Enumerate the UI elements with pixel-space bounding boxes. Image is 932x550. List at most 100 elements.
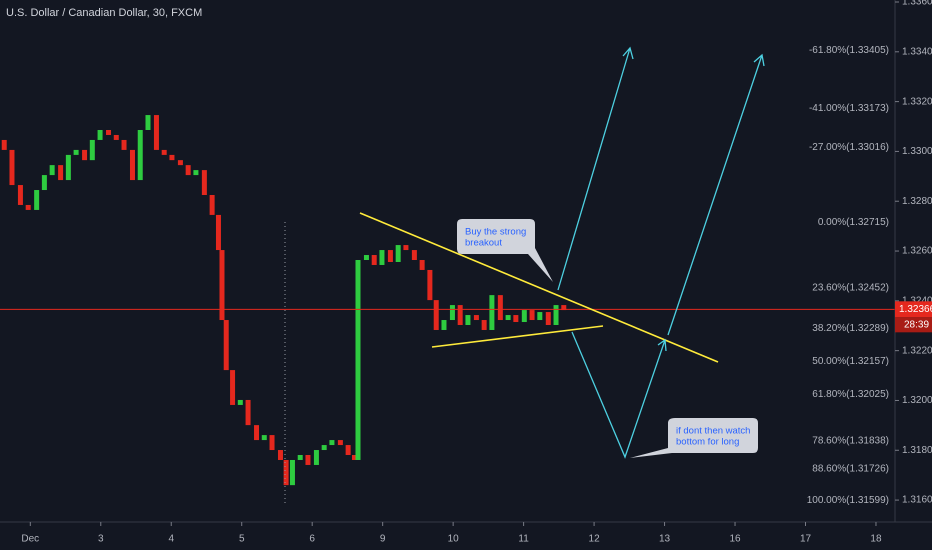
candle-body	[277, 450, 283, 460]
candle-body	[473, 315, 479, 321]
y-tick-label: 1.31600	[902, 495, 932, 506]
candle-body	[371, 255, 377, 265]
y-tick-label: 1.33400	[902, 46, 932, 57]
candle-body	[261, 435, 267, 441]
candle-body	[209, 195, 215, 215]
candle-body	[73, 149, 79, 155]
candle-body	[297, 455, 303, 460]
candle-body	[106, 130, 112, 135]
candle-body	[321, 445, 327, 451]
callout-2: if dont then watch bottom for long	[630, 418, 758, 458]
candle-body	[513, 315, 519, 323]
candle-body	[34, 190, 40, 210]
candle-body	[561, 305, 567, 311]
y-tick-label: 1.32800	[902, 196, 932, 207]
arrow-up-1	[557, 46, 634, 291]
candle-body	[177, 160, 183, 166]
candle-body	[553, 305, 559, 326]
candle-body	[161, 149, 167, 155]
callout-box	[630, 418, 758, 458]
candle-body	[355, 260, 361, 460]
x-tick-label: 17	[800, 534, 812, 545]
candle-body	[537, 312, 543, 321]
fib-level-label: -41.00%(1.33173)	[809, 103, 889, 114]
y-tick-label: 1.32200	[902, 345, 932, 356]
candle-body	[351, 455, 357, 460]
candle-body	[403, 245, 409, 251]
candle-body	[283, 459, 289, 486]
candle-body	[313, 450, 319, 465]
candle-body	[411, 250, 417, 261]
candle-body	[169, 154, 175, 161]
countdown-badge	[895, 317, 932, 333]
candle-body	[230, 370, 236, 405]
candle-body	[41, 175, 47, 191]
candle-body	[529, 310, 535, 321]
price-badge-label: 1.32366	[899, 304, 932, 315]
fib-level-label: 23.60%(1.32452)	[812, 283, 889, 294]
x-tick-label: 5	[239, 534, 245, 545]
y-tick-label: 1.33200	[902, 96, 932, 107]
candle-body	[113, 134, 119, 140]
candle-body	[25, 204, 31, 210]
candle-body	[505, 315, 511, 321]
candle-body	[9, 149, 15, 186]
y-tick-label: 1.32000	[902, 395, 932, 406]
candle-body	[201, 170, 207, 196]
candle-body	[345, 445, 351, 456]
x-tick-label: 4	[168, 534, 174, 545]
y-tick-label: 1.32400	[902, 295, 932, 306]
fib-level-label: 61.80%(1.32025)	[812, 389, 889, 400]
fib-level-label: -61.80%(1.33405)	[809, 45, 889, 56]
fib-level-label: 100.00%(1.31599)	[807, 495, 889, 506]
candle-body	[305, 455, 311, 465]
candle-body	[245, 399, 251, 426]
fib-level-label: 88.60%(1.31726)	[812, 463, 889, 474]
candle-body	[137, 130, 143, 181]
candle-body	[497, 295, 503, 321]
candle-body	[58, 165, 64, 181]
projection-arrows	[557, 46, 765, 459]
candle-body	[223, 320, 229, 371]
candle-body	[215, 214, 221, 251]
candle-body	[269, 435, 275, 451]
x-tick-label: 9	[380, 534, 386, 545]
callout-text: breakout	[465, 238, 502, 249]
candle-body	[521, 310, 527, 323]
candle-body	[219, 250, 225, 321]
y-tick-label: 1.33600	[902, 0, 932, 8]
candle-body	[129, 149, 135, 181]
candle-body	[254, 425, 260, 441]
candle-body	[65, 154, 71, 181]
candle-body	[465, 315, 471, 326]
fib-level-label: 78.60%(1.31838)	[812, 435, 889, 446]
x-tick-label: 11	[518, 534, 529, 545]
candle-body	[237, 399, 243, 405]
candle-body	[145, 115, 151, 131]
fib-level-label: -27.00%(1.33016)	[809, 142, 889, 153]
fib-level-label: 38.20%(1.32289)	[812, 323, 889, 334]
candle-body	[481, 320, 487, 330]
candle-body	[329, 440, 335, 446]
candle-body	[433, 300, 439, 330]
callout-text: if dont then watch	[676, 426, 750, 437]
arrow-down-up	[571, 331, 667, 459]
plot-area	[0, 115, 895, 486]
candle-body	[289, 459, 295, 486]
y-tick-label: 1.33000	[902, 146, 932, 157]
trendline-lower	[431, 325, 604, 348]
chart-title: U.S. Dollar / Canadian Dollar, 30, FXCM	[6, 7, 202, 19]
candle-body	[1, 139, 7, 150]
fib-level-label: 0.00%(1.32715)	[818, 217, 889, 228]
x-tick-label: 12	[589, 534, 601, 545]
y-tick-label: 1.32600	[902, 246, 932, 257]
callout-text: bottom for long	[676, 437, 739, 448]
x-tick-label: 6	[309, 534, 315, 545]
candle-body	[17, 185, 23, 205]
price-badge	[895, 301, 932, 318]
candle-body	[185, 165, 191, 176]
y-tick-label: 1.31800	[902, 445, 932, 456]
x-tick-label: 10	[448, 534, 460, 545]
